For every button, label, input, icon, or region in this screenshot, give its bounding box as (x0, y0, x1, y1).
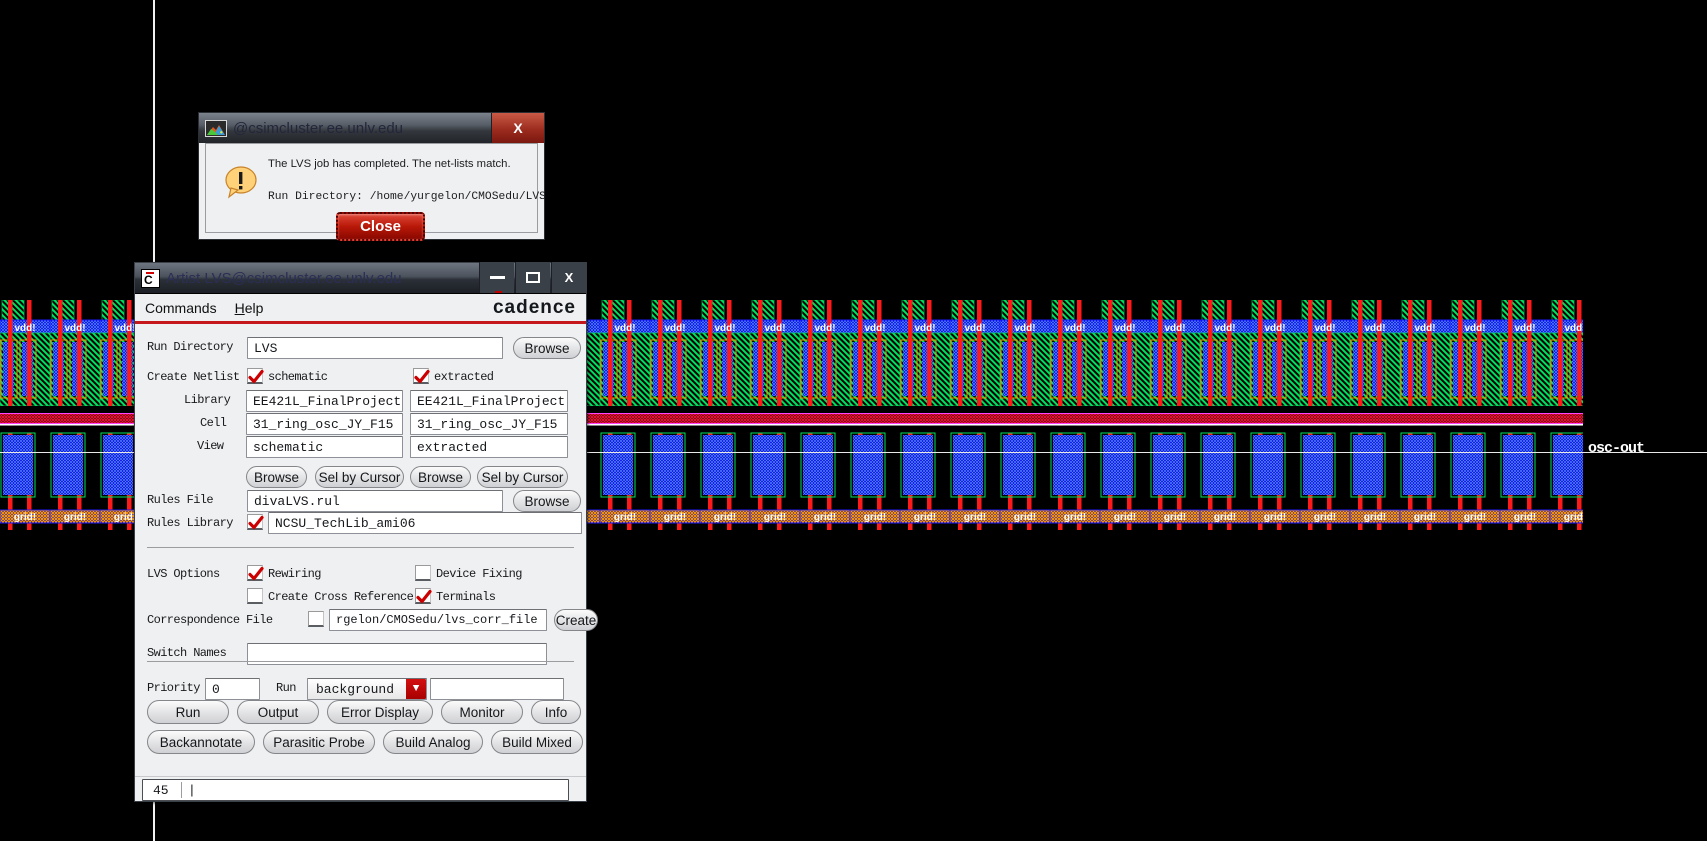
svg-text:grid!: grid! (1514, 512, 1536, 523)
svg-text:grid!: grid! (1014, 512, 1036, 523)
svg-text:vdd!: vdd! (1214, 323, 1235, 334)
svg-text:vdd!: vdd! (964, 323, 985, 334)
svg-text:grid!: grid! (1314, 512, 1336, 523)
svg-text:grid!: grid! (114, 512, 136, 523)
svg-text:vdd!: vdd! (614, 323, 635, 334)
svg-text:vdd!: vdd! (114, 323, 135, 334)
svg-text:grid!: grid! (14, 512, 36, 523)
svg-text:grid!: grid! (664, 512, 686, 523)
svg-text:grid!: grid! (1264, 512, 1286, 523)
svg-text:vdd!: vdd! (1014, 323, 1035, 334)
svg-text:grid!: grid! (1064, 512, 1086, 523)
svg-text:vdd!: vdd! (1464, 323, 1485, 334)
svg-text:grid!: grid! (814, 512, 836, 523)
svg-text:grid!: grid! (1114, 512, 1136, 523)
svg-text:vdd!: vdd! (1164, 323, 1185, 334)
svg-text:vdd!: vdd! (1264, 323, 1285, 334)
svg-text:grid!: grid! (1464, 512, 1486, 523)
svg-text:vdd!: vdd! (1414, 323, 1435, 334)
svg-text:grid!: grid! (1414, 512, 1436, 523)
svg-text:grid!: grid! (864, 512, 886, 523)
svg-text:grid!: grid! (764, 512, 786, 523)
svg-text:vdd!: vdd! (14, 323, 35, 334)
svg-text:grid!: grid! (614, 512, 636, 523)
svg-text:vdd!: vdd! (1314, 323, 1335, 334)
svg-text:grid!: grid! (64, 512, 86, 523)
svg-text:vdd!: vdd! (1564, 323, 1583, 334)
svg-text:grid!: grid! (1564, 512, 1583, 523)
svg-text:vdd!: vdd! (1514, 323, 1535, 334)
svg-text:vdd!: vdd! (714, 323, 735, 334)
svg-text:vdd!: vdd! (1064, 323, 1085, 334)
svg-text:grid!: grid! (1364, 512, 1386, 523)
svg-text:vdd!: vdd! (914, 323, 935, 334)
svg-text:vdd!: vdd! (664, 323, 685, 334)
svg-text:vdd!: vdd! (864, 323, 885, 334)
svg-text:grid!: grid! (914, 512, 936, 523)
svg-text:vdd!: vdd! (814, 323, 835, 334)
svg-text:vdd!: vdd! (1114, 323, 1135, 334)
svg-text:grid!: grid! (1214, 512, 1236, 523)
svg-text:grid!: grid! (964, 512, 986, 523)
svg-text:vdd!: vdd! (764, 323, 785, 334)
svg-text:grid!: grid! (714, 512, 736, 523)
svg-text:vdd!: vdd! (1364, 323, 1385, 334)
svg-text:grid!: grid! (1164, 512, 1186, 523)
svg-text:vdd!: vdd! (64, 323, 85, 334)
